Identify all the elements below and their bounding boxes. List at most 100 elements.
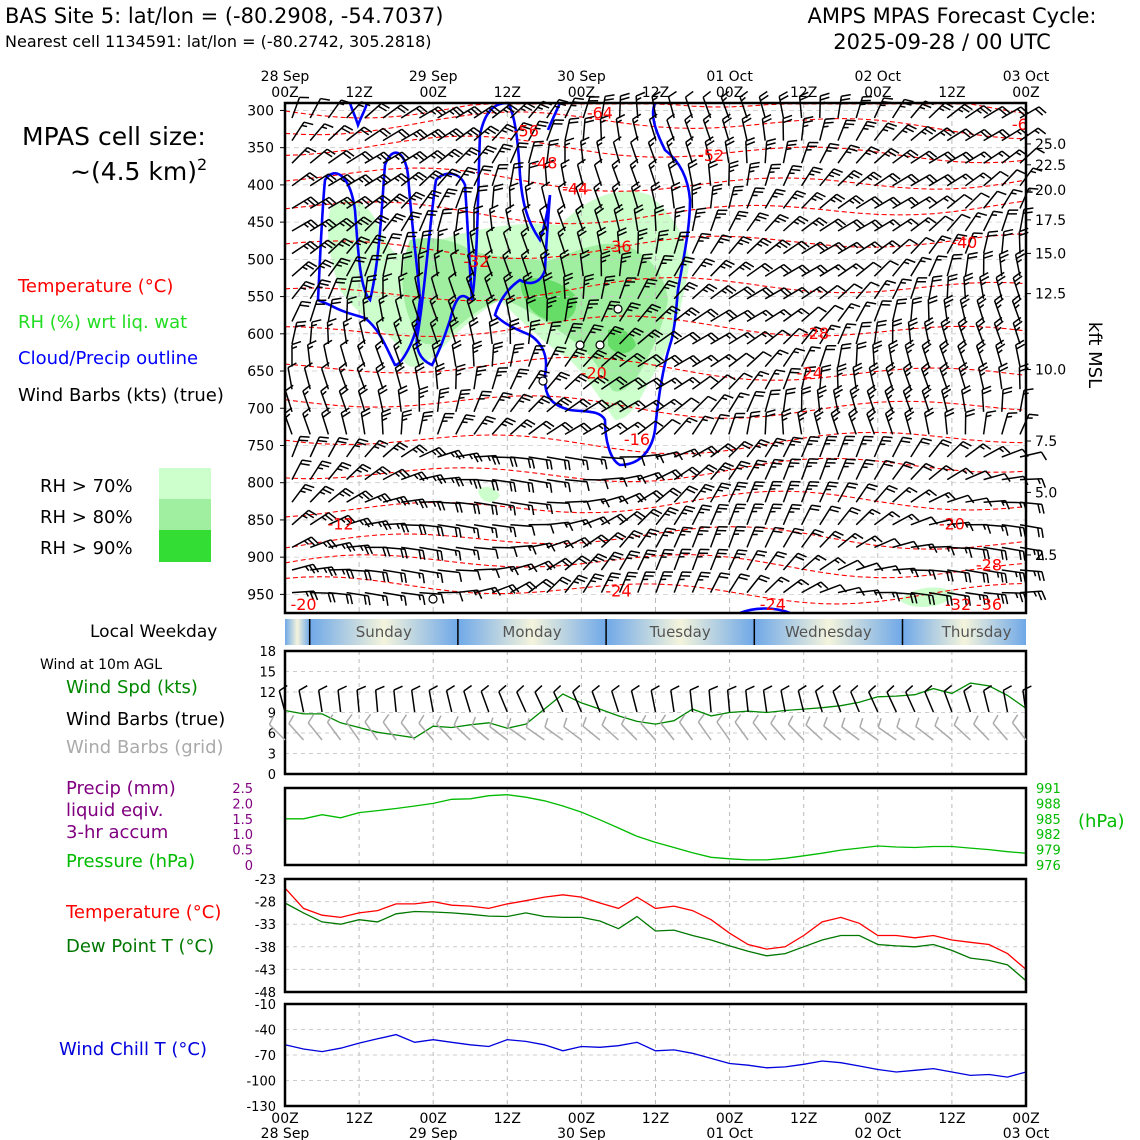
upper-wind-barb <box>637 490 665 503</box>
barb-half-flag <box>376 155 382 161</box>
barb-half-flag <box>412 322 418 328</box>
upper-wind-barb <box>509 142 529 164</box>
upper-wind-barb <box>1001 475 1029 486</box>
barb-flag <box>375 362 385 369</box>
barb-flag <box>458 503 463 513</box>
upper-wind-barb <box>782 190 806 209</box>
barb-flag <box>664 255 674 258</box>
barb-flag <box>418 714 425 724</box>
barb-flag <box>772 530 783 534</box>
barb-half-flag <box>557 402 563 407</box>
barb-half-flag <box>700 264 707 268</box>
barb-flag <box>982 172 992 180</box>
barb-flag <box>797 684 807 692</box>
surface-wind-barb-true <box>982 684 993 713</box>
upper-wind-barb <box>728 440 754 458</box>
barb-flag <box>977 298 987 305</box>
barb-half-flag <box>412 133 419 138</box>
barb-flag <box>387 252 398 256</box>
barb-flag <box>666 527 676 531</box>
upper-wind-barb <box>616 227 627 254</box>
upper-wind-barb <box>291 219 319 232</box>
barb-flag <box>521 396 531 402</box>
upper-wind-barb <box>855 301 877 322</box>
upper-wind-barb <box>651 91 661 119</box>
barb-half-flag <box>472 549 476 556</box>
upper-wind-barb <box>746 187 765 209</box>
barb-flag <box>379 439 389 445</box>
barb-flag <box>482 390 492 393</box>
cloud-outline-2 <box>316 151 422 367</box>
upper-wind-barb <box>1019 413 1039 435</box>
barb-flag <box>540 398 551 404</box>
barb-flag <box>600 250 611 255</box>
upper-wind-barb <box>947 546 973 558</box>
upper-wind-barb <box>928 569 954 582</box>
barb-flag <box>927 125 937 133</box>
barb-flag <box>487 145 497 150</box>
upper-wind-barb <box>764 389 781 413</box>
upper-wind-barb <box>728 372 753 390</box>
barb-flag <box>963 272 973 278</box>
windchill-panel-label: Wind Chill T (°C) <box>59 1039 207 1060</box>
barb-flag <box>892 322 903 327</box>
barb-half-flag <box>762 311 768 317</box>
upper-wind-barb <box>527 345 546 367</box>
barb-half-flag <box>462 421 468 424</box>
upper-wind-barb <box>745 137 756 164</box>
barb-flag <box>840 97 851 101</box>
barb-half-flag <box>418 395 425 399</box>
upper-wind-barb <box>655 330 683 345</box>
barb-flag <box>453 227 464 233</box>
upper-wind-barb <box>582 534 610 549</box>
barb-half-flag <box>379 300 385 305</box>
barb-flag <box>923 343 932 351</box>
barb-flag <box>976 339 985 347</box>
barb-staff <box>1001 475 1024 481</box>
barb-flag <box>307 146 317 153</box>
barb-flag <box>534 140 544 143</box>
barb-flag <box>351 280 361 283</box>
barb-half-flag <box>1034 129 1040 135</box>
upper-wind-barb <box>837 283 863 300</box>
upper-wind-barb <box>382 546 408 559</box>
barb-flag <box>586 500 592 511</box>
barb-flag <box>347 514 356 523</box>
barb-half-flag <box>791 196 798 200</box>
barb-flag <box>338 362 348 370</box>
barb-flag <box>905 461 915 466</box>
barb-flag <box>593 181 602 189</box>
barb-flag <box>484 148 495 153</box>
barb-flag <box>543 395 553 401</box>
barb-half-flag <box>980 153 986 158</box>
upper-wind-barb <box>764 409 776 435</box>
barb-flag <box>743 372 753 378</box>
surface-wind-barb-true <box>393 685 403 713</box>
surface-wind-barb-grid <box>697 713 712 741</box>
barb-flag <box>800 307 810 315</box>
barb-flag <box>412 211 422 215</box>
upper-wind-barb <box>611 181 621 209</box>
surface-wind-barb-true <box>428 685 438 713</box>
surface-wind-barb-true <box>278 684 288 713</box>
upper-wind-barb <box>673 397 700 413</box>
barb-flag <box>719 485 730 490</box>
upper-wind-barb <box>539 249 550 277</box>
upper-wind-barb <box>328 591 354 605</box>
upper-wind-barb <box>704 136 715 164</box>
barb-flag <box>958 362 968 369</box>
upper-wind-barb <box>983 591 1009 605</box>
barb-flag <box>411 316 420 324</box>
upper-wind-barb <box>528 501 554 515</box>
barb-half-flag <box>889 349 896 354</box>
barb-flag <box>692 355 701 363</box>
barb-flag <box>976 294 986 301</box>
barb-flag <box>808 484 818 487</box>
barb-half-flag <box>888 513 894 518</box>
temperature-label: -28 <box>976 556 1002 575</box>
upper-wind-barb <box>1019 501 1045 514</box>
barb-flag <box>401 468 410 477</box>
barb-half-flag <box>921 130 927 135</box>
barb-flag <box>740 392 750 396</box>
barb-half-flag <box>866 176 873 181</box>
